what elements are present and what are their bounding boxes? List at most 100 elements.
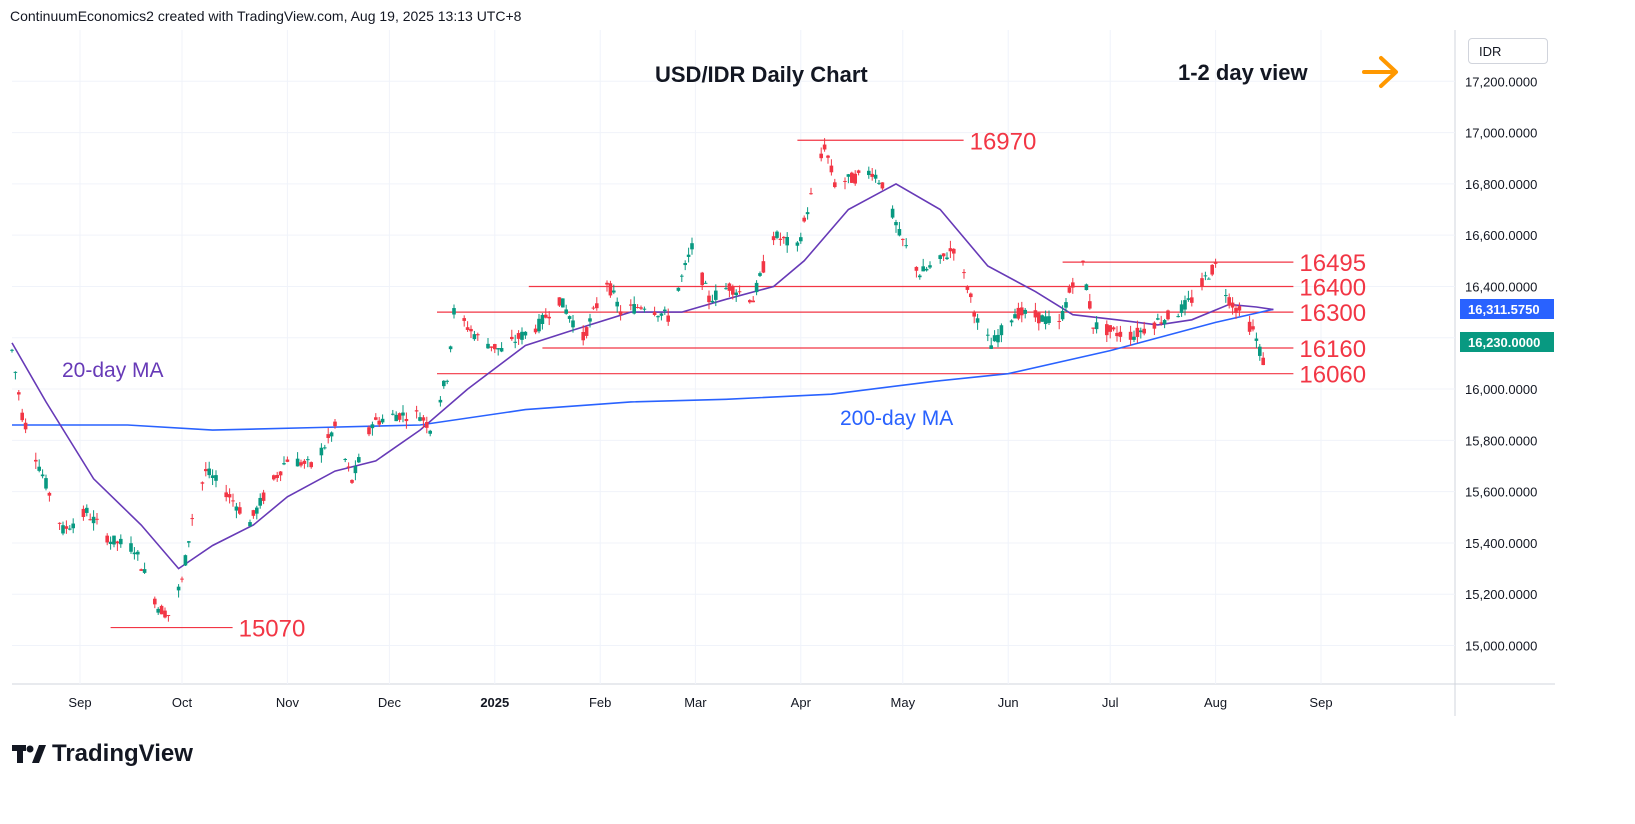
candle — [367, 425, 371, 437]
candle — [894, 219, 898, 233]
candle — [1057, 313, 1061, 330]
candle — [547, 311, 551, 326]
candle — [1159, 315, 1163, 326]
candle — [64, 520, 69, 534]
candle — [234, 502, 239, 519]
time-axis: Sep Oct Nov Dec 2025 Feb Mar Apr May Jun Jul Aug Sep — [68, 695, 1332, 710]
tradingview-brand: TradingView — [52, 740, 193, 767]
candle — [465, 321, 470, 332]
candle — [323, 444, 327, 450]
x-tick-label: Feb — [589, 695, 611, 710]
candle — [421, 415, 426, 428]
candle — [754, 280, 759, 296]
candle — [357, 453, 361, 464]
x-tick-label: Mar — [684, 695, 707, 710]
candle — [394, 411, 398, 422]
candle — [1091, 327, 1095, 334]
candle — [1020, 301, 1024, 323]
candle — [231, 493, 235, 507]
candle — [1230, 297, 1235, 315]
candle — [914, 266, 919, 278]
y-tick-label: 17,000.0000 — [1465, 126, 1537, 141]
y-tick-label: 15,400.0000 — [1465, 536, 1537, 551]
candle — [1162, 318, 1167, 329]
candle — [112, 535, 116, 548]
candle — [846, 173, 851, 184]
candle — [442, 380, 446, 389]
candle — [962, 269, 966, 279]
candle — [748, 299, 752, 304]
candle — [1258, 343, 1262, 361]
currency-selector[interactable]: IDR — [1468, 38, 1548, 64]
candles — [10, 138, 1265, 622]
candle — [207, 461, 211, 479]
y-tick-label: 15,000.0000 — [1465, 639, 1537, 654]
candle — [775, 230, 779, 240]
candle — [629, 299, 633, 311]
candle — [119, 534, 123, 548]
arrow-right-icon — [1362, 56, 1398, 88]
tradingview-logo[interactable]: TradingView — [12, 740, 193, 768]
candle — [299, 459, 303, 468]
candle — [510, 329, 514, 341]
level-label-16060: 16060 — [1299, 362, 1366, 389]
candle — [1261, 352, 1265, 366]
candle — [1081, 260, 1085, 266]
candle — [499, 342, 504, 353]
candle — [856, 169, 861, 176]
candle — [618, 305, 623, 321]
candle — [999, 323, 1004, 343]
x-tick-label: Sep — [68, 695, 91, 710]
grid — [12, 30, 1455, 684]
candle — [282, 456, 286, 466]
candle — [533, 324, 538, 335]
candle — [275, 471, 279, 482]
candle — [418, 412, 422, 422]
candle — [829, 159, 834, 176]
candle — [938, 254, 942, 264]
ma200-line — [12, 308, 1274, 431]
candle — [1132, 330, 1136, 342]
candle — [68, 525, 72, 531]
candle — [183, 554, 188, 566]
candle — [1064, 297, 1068, 312]
candle — [319, 443, 324, 463]
candle — [1067, 284, 1072, 294]
candle — [724, 282, 728, 290]
candle — [686, 247, 691, 263]
ma20-path — [11, 182, 1274, 570]
candle — [91, 510, 96, 531]
candle — [703, 280, 708, 284]
x-tick-label: Jun — [998, 695, 1019, 710]
candle — [605, 280, 609, 292]
candle — [826, 154, 830, 164]
candle — [61, 521, 65, 536]
candle — [23, 418, 28, 434]
candle — [329, 431, 334, 442]
candle — [921, 258, 925, 272]
candle — [1200, 272, 1204, 291]
level-label-16160: 16160 — [1299, 336, 1366, 363]
candle — [214, 470, 218, 488]
candle — [190, 513, 194, 526]
x-tick-label: Dec — [378, 695, 402, 710]
y-tick-label: 16,400.0000 — [1465, 279, 1537, 294]
level-label-15070: 15070 — [239, 616, 306, 643]
candle — [584, 326, 589, 339]
candle — [986, 328, 990, 342]
candle — [248, 519, 252, 527]
candle — [1251, 319, 1255, 332]
candle — [965, 285, 970, 294]
candle — [187, 540, 191, 548]
candle — [540, 313, 545, 330]
candle — [20, 408, 24, 422]
candle — [588, 313, 592, 328]
candle — [972, 310, 976, 324]
candle — [924, 266, 929, 272]
ma20-line — [11, 182, 1274, 570]
candle — [822, 138, 827, 152]
chart-subtitle: 1-2 day view — [1178, 60, 1309, 85]
candle — [1118, 325, 1123, 342]
y-tick-label: 16,000.0000 — [1465, 382, 1537, 397]
